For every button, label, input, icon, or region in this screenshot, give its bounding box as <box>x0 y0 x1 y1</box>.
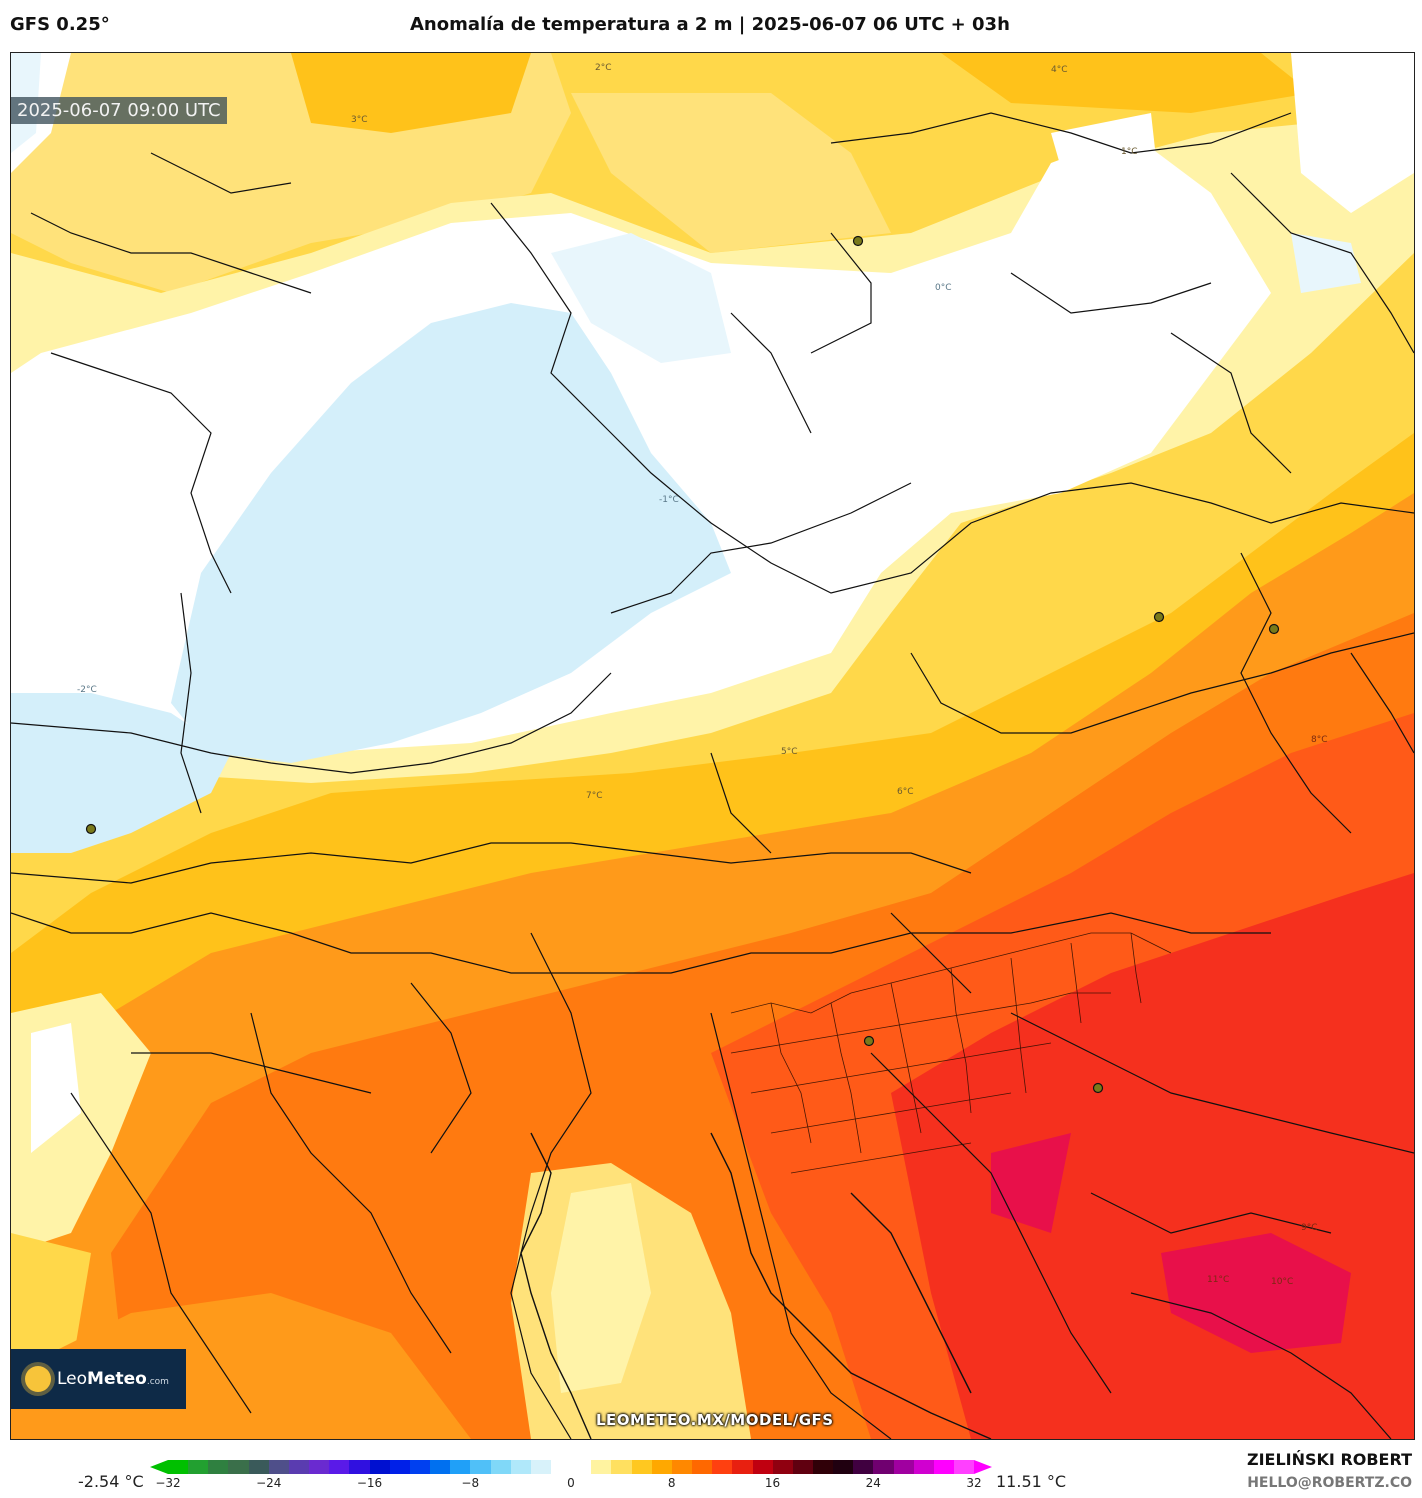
colorbar-segment <box>954 1460 975 1474</box>
colorbar-segment <box>893 1460 914 1474</box>
colorbar-tick-label: 32 <box>966 1476 982 1490</box>
colorbar-segment <box>631 1460 652 1474</box>
colorbar-tick-label: −24 <box>256 1476 282 1490</box>
author-name: ZIELIŃSKI ROBERT <box>1246 1450 1412 1469</box>
colorbar-segment <box>873 1460 894 1474</box>
contour-label: -2°C <box>77 685 97 695</box>
map-title: Anomalía de temperatura a 2 m | 2025-06-… <box>410 14 1010 35</box>
colorbar-segment <box>510 1460 531 1474</box>
colorbar-segment <box>692 1460 713 1474</box>
colorbar-segment <box>450 1460 471 1474</box>
colorbar-segment <box>168 1460 189 1474</box>
contour-label: 8°C <box>1311 735 1328 745</box>
contour-label: 2°C <box>595 63 612 73</box>
colorbar-segment <box>813 1460 834 1474</box>
colorbar-segment <box>913 1460 934 1474</box>
colorbar-segment <box>550 1460 572 1474</box>
colorbar-tick-label: −8 <box>461 1476 480 1490</box>
colorbar-max-arrow <box>974 1460 992 1474</box>
contour-label: 3°C <box>351 115 368 125</box>
colorbar-segment <box>651 1460 672 1474</box>
colorbar-segment <box>329 1460 350 1474</box>
contour-label: 9°C <box>1301 1223 1318 1233</box>
colorbar-segment <box>792 1460 813 1474</box>
colorbar-segment <box>591 1460 612 1474</box>
colorbar-segment <box>470 1460 491 1474</box>
colorbar-segment <box>933 1460 955 1474</box>
colorbar-segment <box>611 1460 632 1474</box>
valid-time-badge: 2025-06-07 09:00 UTC <box>11 97 227 124</box>
colorbar-min-arrow <box>150 1460 168 1474</box>
colorbar-segment <box>833 1460 854 1474</box>
colorbar-tick-label: −32 <box>155 1476 181 1490</box>
colorbar-segment <box>288 1460 310 1474</box>
colorbar-segment <box>530 1460 551 1474</box>
colorbar-segment <box>349 1460 370 1474</box>
colorbar-segment <box>752 1460 773 1474</box>
colorbar-segment <box>309 1460 330 1474</box>
colorbar-segment <box>208 1460 229 1474</box>
anomaly-field <box>11 53 1414 1439</box>
colorbar-segment <box>228 1460 249 1474</box>
field-max-label: 11.51 °C <box>996 1472 1067 1491</box>
model-url-watermark: LEOMETEO.MX/MODEL/GFS <box>596 1411 834 1429</box>
colorbar-segment <box>772 1460 793 1474</box>
contour-label: 0°C <box>935 283 952 293</box>
contour-label: 11°C <box>1207 1275 1230 1285</box>
colorbar-segment <box>732 1460 753 1474</box>
contour-label: 1°C <box>1121 147 1138 157</box>
colorbar-segment <box>389 1460 410 1474</box>
leometeo-logo: LeoMeteo.com <box>11 1349 186 1409</box>
colorbar-segment <box>369 1460 390 1474</box>
colorbar: −32 −24 −16 −8 0 8 16 24 32 <box>150 1456 992 1498</box>
logo-text: LeoMeteo.com <box>57 1369 169 1389</box>
contour-label: 5°C <box>781 747 798 757</box>
colorbar-segment <box>268 1460 289 1474</box>
colorbar-tick-label: 0 <box>567 1476 575 1490</box>
contour-label: 10°C <box>1271 1277 1294 1287</box>
colorbar-segment <box>712 1460 733 1474</box>
colorbar-segment <box>671 1460 693 1474</box>
model-title: GFS 0.25° <box>10 14 110 35</box>
colorbar-tick-label: 8 <box>667 1476 676 1490</box>
colorbar-segment <box>571 1460 592 1474</box>
field-min-label: -2.54 °C <box>78 1472 144 1491</box>
colorbar-tick-label: 16 <box>764 1476 781 1490</box>
colorbar-tick-label: −16 <box>356 1476 383 1490</box>
contour-label: -1°C <box>659 495 679 505</box>
colorbar-segment <box>430 1460 451 1474</box>
colorbar-segment <box>188 1460 209 1474</box>
colorbar-segment <box>248 1460 269 1474</box>
contour-label: 7°C <box>586 791 603 801</box>
colorbar-gradient <box>168 1460 975 1474</box>
colorbar-tick-label: 24 <box>865 1476 881 1490</box>
sun-icon <box>25 1366 51 1392</box>
colorbar-segment <box>853 1460 874 1474</box>
author-email: HELLO@ROBERTZ.CO <box>1247 1475 1412 1491</box>
colorbar-segment <box>490 1460 511 1474</box>
contour-label: 4°C <box>1051 65 1068 75</box>
colorbar-segment <box>409 1460 431 1474</box>
map-canvas[interactable]: 2°C 3°C 4°C 1°C 0°C -1°C -2°C 5°C 6°C 7°… <box>10 52 1415 1440</box>
contour-label: 6°C <box>897 787 914 797</box>
